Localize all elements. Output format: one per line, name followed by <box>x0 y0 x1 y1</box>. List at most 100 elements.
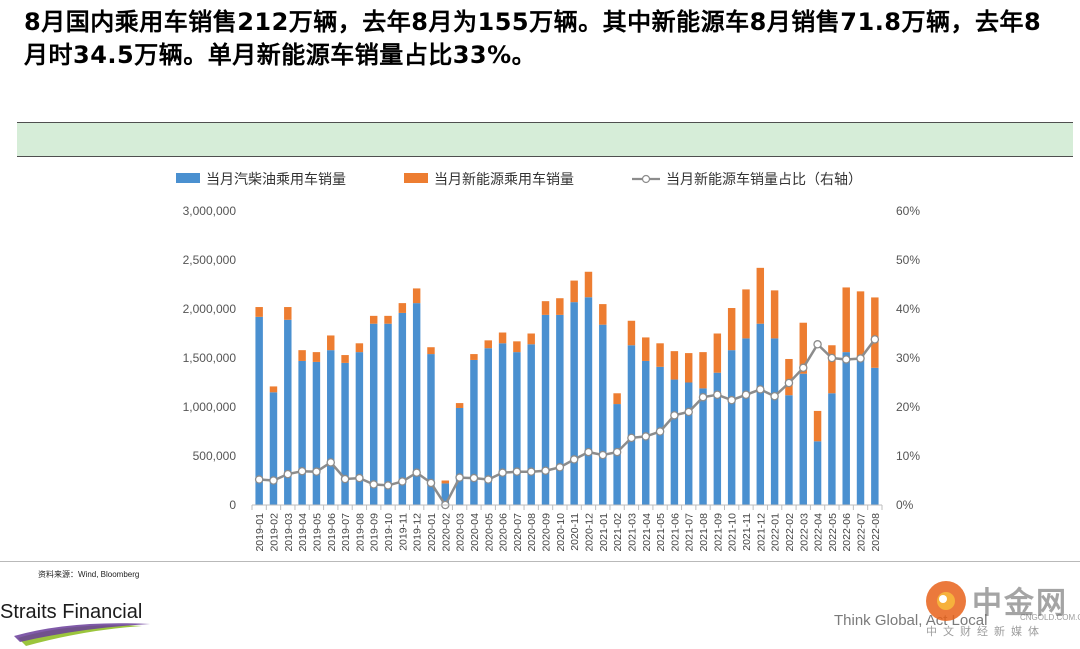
bar-gas <box>599 324 607 505</box>
bar-nev <box>785 358 793 396</box>
x-tick-label: 2019-03 <box>283 513 295 552</box>
bar-nev <box>541 301 550 315</box>
company-logo: Straits Financial <box>0 600 160 649</box>
x-tick-label: 2019-12 <box>412 513 424 552</box>
ratio-point <box>584 447 593 457</box>
x-tick-label: 2022-03 <box>798 513 810 552</box>
bar-nev <box>355 343 364 353</box>
ratio-point <box>283 469 293 479</box>
ratio-point <box>799 363 808 373</box>
x-tick-label: 2020-10 <box>555 513 567 552</box>
bar-gas <box>427 354 435 505</box>
x-tick-label: 2020-01 <box>426 513 438 552</box>
y2-tick-label: 30% <box>896 351 920 365</box>
bar-nev <box>312 352 321 362</box>
bar-nev <box>742 289 750 339</box>
bar-nev <box>713 333 722 373</box>
x-tick-label: 2020-04 <box>469 513 481 552</box>
chart: 当月汽柴油乘用车销量 当月新能源乘用车销量 当月新能源车销量占比（右轴） 0 500,… <box>176 171 920 552</box>
company-name: Straits Financial <box>0 601 143 623</box>
ratio-point <box>555 463 565 472</box>
x-tick-label: 2020-02 <box>440 513 452 552</box>
x-tick-label: 2019-05 <box>311 513 323 552</box>
bar-gas <box>269 392 278 505</box>
bar-nev <box>599 304 607 325</box>
y-tick-label: 3,000,000 <box>183 204 237 218</box>
bar-gas <box>727 350 736 505</box>
x-tick-label: 2022-01 <box>770 513 782 552</box>
y-tick-label: 0 <box>229 498 236 512</box>
watermark-logo-icon <box>926 581 966 621</box>
x-tick-label: 2022-02 <box>784 513 796 552</box>
x-tick-label: 2020-12 <box>583 513 595 552</box>
y-tick-label: 1,500,000 <box>183 351 237 365</box>
y2-tick-label: 20% <box>896 400 920 414</box>
bar-gas <box>785 395 793 505</box>
ratio-point <box>684 407 693 417</box>
y-axis-right: 0% 10% 20% 30% 40% 50% 60% <box>896 204 920 512</box>
ratio-point <box>612 447 622 457</box>
bar-nev <box>584 271 593 298</box>
section-band <box>17 122 1073 157</box>
bar-gas <box>699 388 707 505</box>
x-axis: 2019-01 2019-02 2019-03 2019-04 2019-05 2019-… <box>251 504 883 552</box>
headline: 8月国内乘用车销售212万辆，去年8月为155万辆。其中新能源车8月销售71.8… <box>24 8 1042 69</box>
bar-gas <box>828 393 836 505</box>
bar-nev <box>856 291 865 360</box>
ratio-point <box>655 427 665 436</box>
bar-nev <box>799 322 807 374</box>
bar-nev <box>842 287 850 353</box>
bar-nev <box>670 351 679 380</box>
legend-label-0: 当月汽柴油乘用车销量 <box>206 171 346 188</box>
bar-nev <box>513 341 521 353</box>
x-tick-label: 2021-06 <box>669 513 681 552</box>
bar-nev <box>427 347 435 355</box>
ratio-point <box>398 477 407 486</box>
watermark-subtitle: 中文财经新媒体 <box>926 625 1045 638</box>
x-tick-label: 2022-08 <box>870 513 882 552</box>
bar-nev <box>441 480 450 484</box>
ratio-point <box>698 392 708 402</box>
ratio-point <box>741 390 751 399</box>
bar-gas <box>398 312 407 505</box>
bar-nev <box>684 353 693 383</box>
bar-gas <box>298 360 306 505</box>
bar-gas <box>770 338 779 505</box>
x-tick-label: 2019-09 <box>369 513 381 552</box>
bar-gas <box>255 316 263 505</box>
bar-nev <box>613 393 621 405</box>
bar-nev <box>484 340 492 349</box>
bar-gas <box>627 345 636 505</box>
bar-gas <box>570 302 578 505</box>
bar-nev <box>556 298 564 315</box>
bar-gas <box>498 343 507 505</box>
ratio-point <box>641 432 651 441</box>
x-tick-label: 2022-07 <box>856 513 868 552</box>
watermark-name: 中金网 <box>972 586 1068 621</box>
logo-swoosh-icon <box>14 623 150 646</box>
ratio-point <box>856 354 865 363</box>
bar-gas <box>842 352 850 505</box>
bar-nev <box>369 315 378 324</box>
bar-gas <box>455 407 464 505</box>
watermark-url: CNGOLD.COM.CN <box>1020 613 1080 622</box>
y-tick-label: 1,000,000 <box>183 400 237 414</box>
x-tick-label: 2022-06 <box>841 513 853 552</box>
ratio-point <box>841 355 851 364</box>
ratio-point <box>412 468 421 477</box>
ratio-point <box>569 455 579 464</box>
footer-divider <box>0 561 1080 562</box>
ratio-point <box>483 475 493 484</box>
bars <box>255 267 879 505</box>
x-tick-label: 2020-09 <box>541 513 553 552</box>
bar-nev <box>813 410 822 442</box>
x-tick-label: 2022-04 <box>813 513 825 552</box>
ratio-point <box>813 340 822 349</box>
x-tick-label: 2021-10 <box>727 513 739 552</box>
ratio-point <box>713 390 722 399</box>
ratio-point <box>770 391 779 401</box>
ratio-point <box>670 411 679 420</box>
bar-gas <box>527 344 535 505</box>
ratio-point <box>254 475 264 484</box>
legend-swatch-1 <box>404 173 428 183</box>
